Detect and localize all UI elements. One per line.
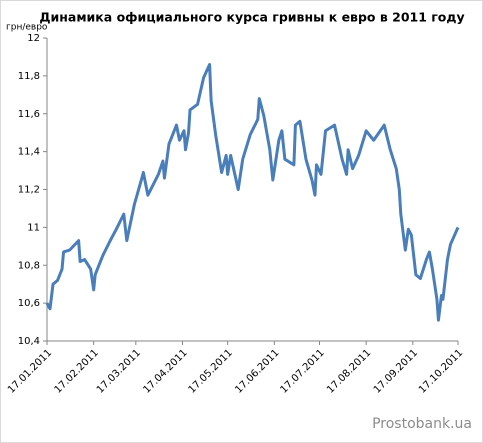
y-tick-label: 10,6 [18,298,40,309]
y-tick-label: 10,8 [18,260,40,271]
y-tick-label: 10,4 [18,336,40,347]
y-axis-label: грн/евро [6,23,48,33]
y-tick-label: 11,2 [18,185,40,196]
watermark: Prostobank.ua [372,416,472,432]
y-tick-label: 12 [27,33,40,44]
y-tick-label: 11 [27,222,40,233]
chart-title: Динамика официального курса гривны к евр… [39,10,464,25]
y-tick-label: 11,8 [18,71,40,82]
y-tick-label: 11,4 [18,147,40,158]
data-line [45,63,460,322]
y-tick-label: 11,6 [18,109,40,120]
